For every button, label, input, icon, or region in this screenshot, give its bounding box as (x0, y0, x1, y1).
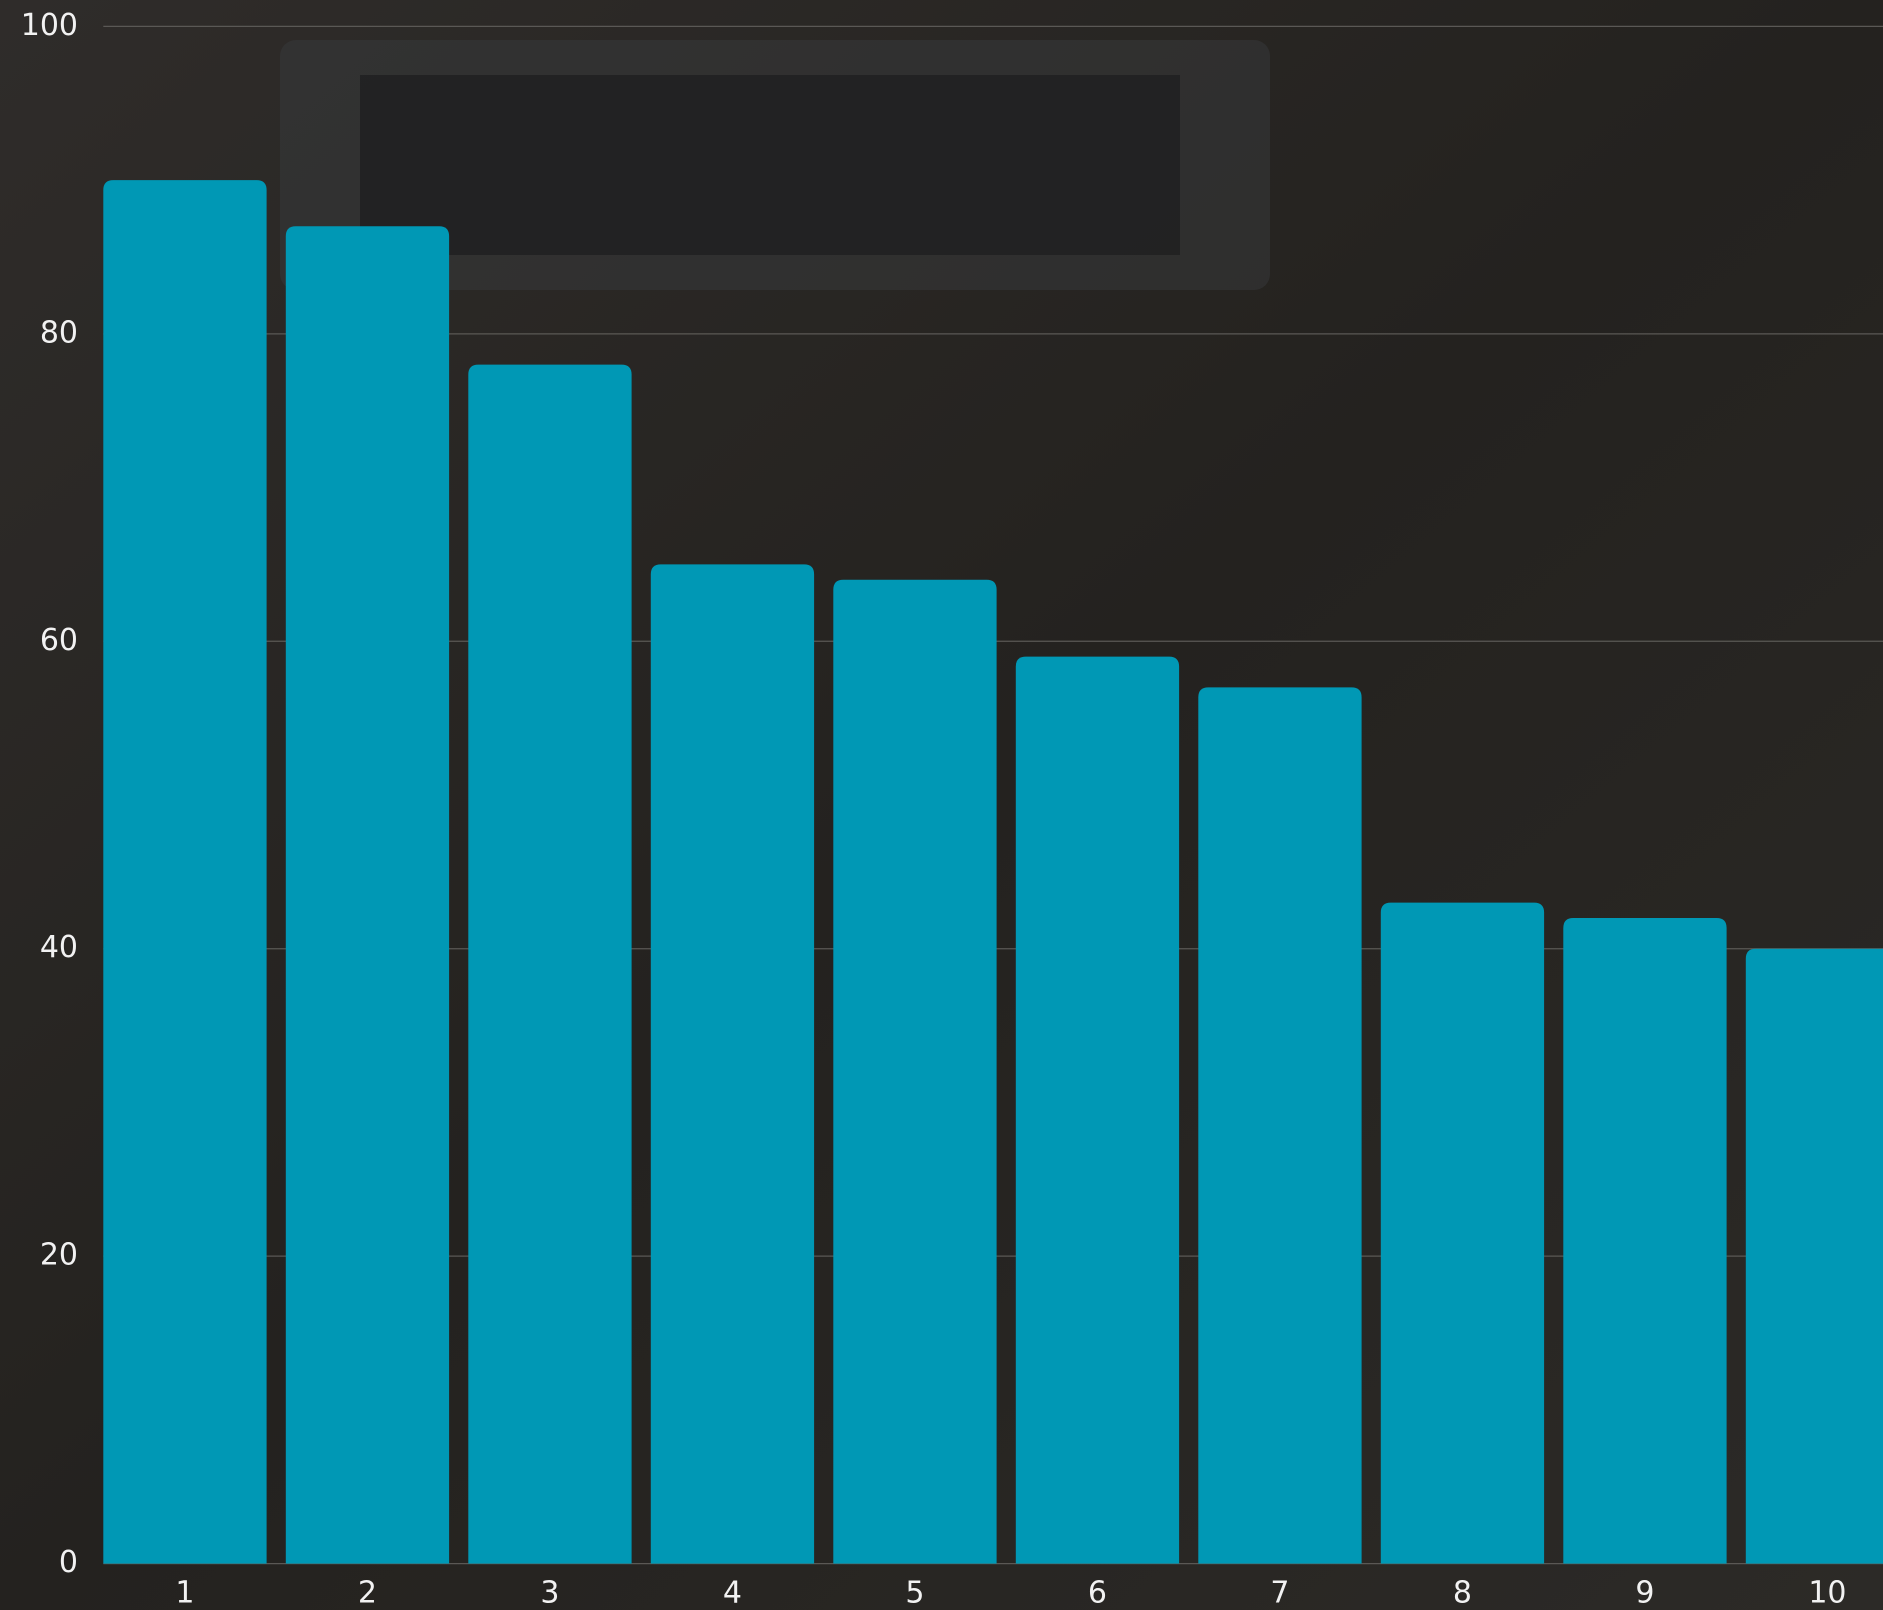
bar (286, 226, 449, 1563)
x-tick-label: 1 (175, 1576, 194, 1610)
bar (468, 365, 631, 1564)
bar (1746, 949, 1883, 1564)
bar (1381, 903, 1544, 1564)
page: 02040608010012345678910 (() => { const d… (0, 0, 1883, 1610)
x-tick-label: 3 (540, 1576, 559, 1610)
bar (1563, 918, 1726, 1564)
x-tick-label: 7 (1270, 1576, 1289, 1610)
y-tick-label: 60 (40, 623, 78, 658)
bar (103, 180, 266, 1563)
y-tick-label: 100 (21, 8, 78, 43)
y-tick-label: 0 (59, 1545, 78, 1580)
x-tick-label: 8 (1453, 1576, 1472, 1610)
bar (833, 580, 996, 1564)
x-tick-label: 4 (723, 1576, 742, 1610)
y-tick-label: 20 (40, 1238, 78, 1273)
bar (651, 564, 814, 1563)
y-tick-label: 80 (40, 315, 78, 350)
x-tick-label: 5 (905, 1576, 924, 1610)
x-tick-label: 2 (358, 1576, 377, 1610)
x-tick-label: 6 (1088, 1576, 1107, 1610)
bar (1198, 687, 1361, 1563)
y-tick-label: 40 (40, 930, 78, 965)
bar (1016, 657, 1179, 1564)
x-tick-label: 9 (1635, 1576, 1654, 1610)
chart: 0 20 40 60 80 100 1 2 3 4 5 6 7 8 9 10 (0, 0, 1883, 1610)
background-screen (360, 75, 1180, 255)
x-tick-label: 10 (1808, 1576, 1846, 1610)
